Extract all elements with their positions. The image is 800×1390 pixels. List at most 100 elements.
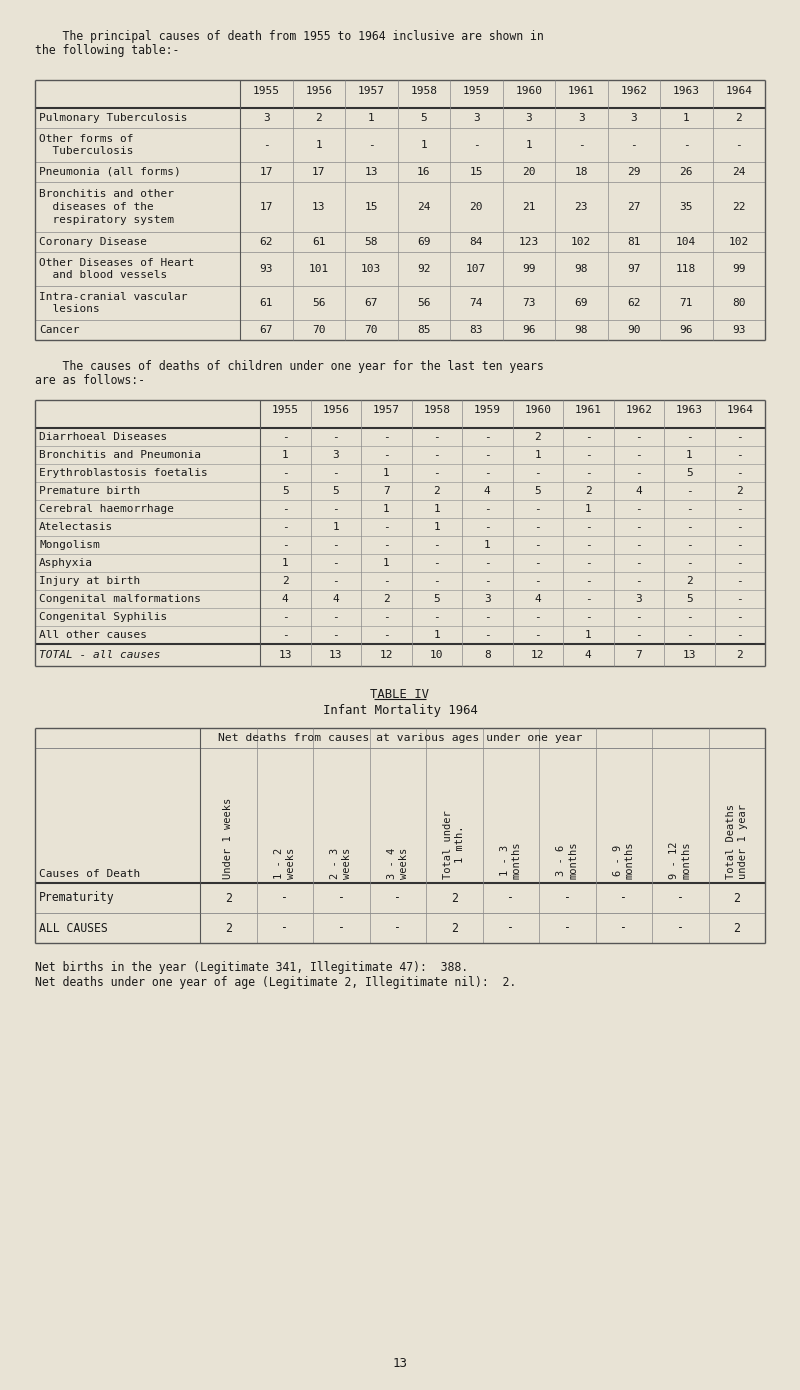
Text: 12: 12: [531, 651, 545, 660]
Text: 5: 5: [420, 113, 427, 122]
Text: -: -: [507, 922, 514, 934]
Text: -: -: [635, 630, 642, 639]
Text: 4: 4: [484, 486, 490, 496]
Text: 1: 1: [434, 505, 440, 514]
Text: -: -: [635, 505, 642, 514]
Text: Pulmonary Tuberculosis: Pulmonary Tuberculosis: [39, 113, 187, 122]
Text: 4: 4: [282, 594, 289, 605]
Text: 98: 98: [574, 264, 588, 274]
Text: -: -: [282, 523, 289, 532]
Text: 35: 35: [679, 202, 693, 213]
Text: -: -: [620, 891, 627, 905]
Text: 1959: 1959: [462, 86, 490, 96]
Text: -: -: [484, 505, 490, 514]
Text: 1964: 1964: [726, 86, 752, 96]
Text: Total under
1 mth.: Total under 1 mth.: [443, 810, 465, 878]
Text: 1960: 1960: [515, 86, 542, 96]
Text: 1959: 1959: [474, 404, 501, 416]
Text: -: -: [338, 891, 345, 905]
Text: -: -: [736, 468, 743, 478]
Text: are as follows:-: are as follows:-: [35, 374, 145, 386]
Text: -: -: [534, 612, 541, 621]
Text: -: -: [620, 922, 627, 934]
Text: -: -: [736, 630, 743, 639]
Text: -: -: [383, 539, 390, 550]
Text: 83: 83: [470, 325, 483, 335]
Text: -: -: [635, 523, 642, 532]
Text: Cancer: Cancer: [39, 325, 79, 335]
Text: -: -: [564, 922, 570, 934]
Text: -: -: [332, 539, 339, 550]
Text: 69: 69: [574, 297, 588, 309]
Text: 93: 93: [732, 325, 746, 335]
Text: 1955: 1955: [253, 86, 280, 96]
Text: -: -: [282, 922, 288, 934]
Text: -: -: [332, 432, 339, 442]
Text: -: -: [736, 557, 743, 569]
Text: -: -: [635, 468, 642, 478]
Text: 71: 71: [679, 297, 693, 309]
Text: 13: 13: [312, 202, 326, 213]
Text: -: -: [736, 594, 743, 605]
Text: 2 - 3
weeks: 2 - 3 weeks: [330, 848, 352, 878]
Text: 1: 1: [368, 113, 374, 122]
Text: 70: 70: [312, 325, 326, 335]
Text: 123: 123: [518, 238, 539, 247]
Text: -: -: [736, 505, 743, 514]
Text: Total Deaths
under 1 year: Total Deaths under 1 year: [726, 803, 747, 878]
Text: 101: 101: [309, 264, 329, 274]
Text: 1: 1: [383, 468, 390, 478]
Text: 2: 2: [736, 651, 743, 660]
Text: 2: 2: [315, 113, 322, 122]
Text: Infant Mortality 1964: Infant Mortality 1964: [322, 703, 478, 717]
Text: 1: 1: [526, 140, 532, 150]
Text: 1961: 1961: [574, 404, 602, 416]
Text: 21: 21: [522, 202, 535, 213]
Text: 2: 2: [225, 891, 232, 905]
Text: 13: 13: [393, 1357, 407, 1371]
Text: -: -: [736, 612, 743, 621]
Text: -: -: [534, 468, 541, 478]
Text: 2: 2: [383, 594, 390, 605]
Text: 1957: 1957: [358, 86, 385, 96]
Text: 2: 2: [734, 922, 740, 934]
Text: 96: 96: [522, 325, 535, 335]
Text: 13: 13: [682, 651, 696, 660]
Text: -: -: [585, 450, 592, 460]
Text: 1: 1: [315, 140, 322, 150]
Text: 17: 17: [259, 202, 273, 213]
Text: 5: 5: [686, 468, 693, 478]
Text: 96: 96: [679, 325, 693, 335]
Text: 23: 23: [574, 202, 588, 213]
Text: 2: 2: [434, 486, 440, 496]
Text: 93: 93: [259, 264, 273, 274]
Text: Cerebral haemorrhage: Cerebral haemorrhage: [39, 505, 174, 514]
Text: 4: 4: [332, 594, 339, 605]
Text: 12: 12: [379, 651, 393, 660]
Text: 1 - 3
months: 1 - 3 months: [500, 841, 522, 878]
Text: -: -: [434, 575, 440, 587]
Text: 2: 2: [735, 113, 742, 122]
Text: TABLE IV: TABLE IV: [370, 688, 430, 701]
Text: 10: 10: [430, 651, 443, 660]
Text: 3 - 6
months: 3 - 6 months: [557, 841, 578, 878]
Text: 99: 99: [732, 264, 746, 274]
Text: Bronchitis and Pneumonia: Bronchitis and Pneumonia: [39, 450, 201, 460]
Text: -: -: [686, 612, 693, 621]
Text: -: -: [383, 630, 390, 639]
Text: 2: 2: [736, 486, 743, 496]
Text: 2: 2: [585, 486, 592, 496]
Text: 1: 1: [434, 630, 440, 639]
Text: Atelectasis: Atelectasis: [39, 523, 114, 532]
Text: -: -: [484, 630, 490, 639]
Text: -: -: [434, 432, 440, 442]
Text: Intra-cranial vascular: Intra-cranial vascular: [39, 292, 187, 302]
Text: Asphyxia: Asphyxia: [39, 557, 93, 569]
Text: Premature birth: Premature birth: [39, 486, 140, 496]
Text: 7: 7: [635, 651, 642, 660]
Text: -: -: [686, 557, 693, 569]
Text: -: -: [736, 523, 743, 532]
Text: 3: 3: [630, 113, 637, 122]
Text: Injury at birth: Injury at birth: [39, 575, 140, 587]
Text: -: -: [635, 575, 642, 587]
